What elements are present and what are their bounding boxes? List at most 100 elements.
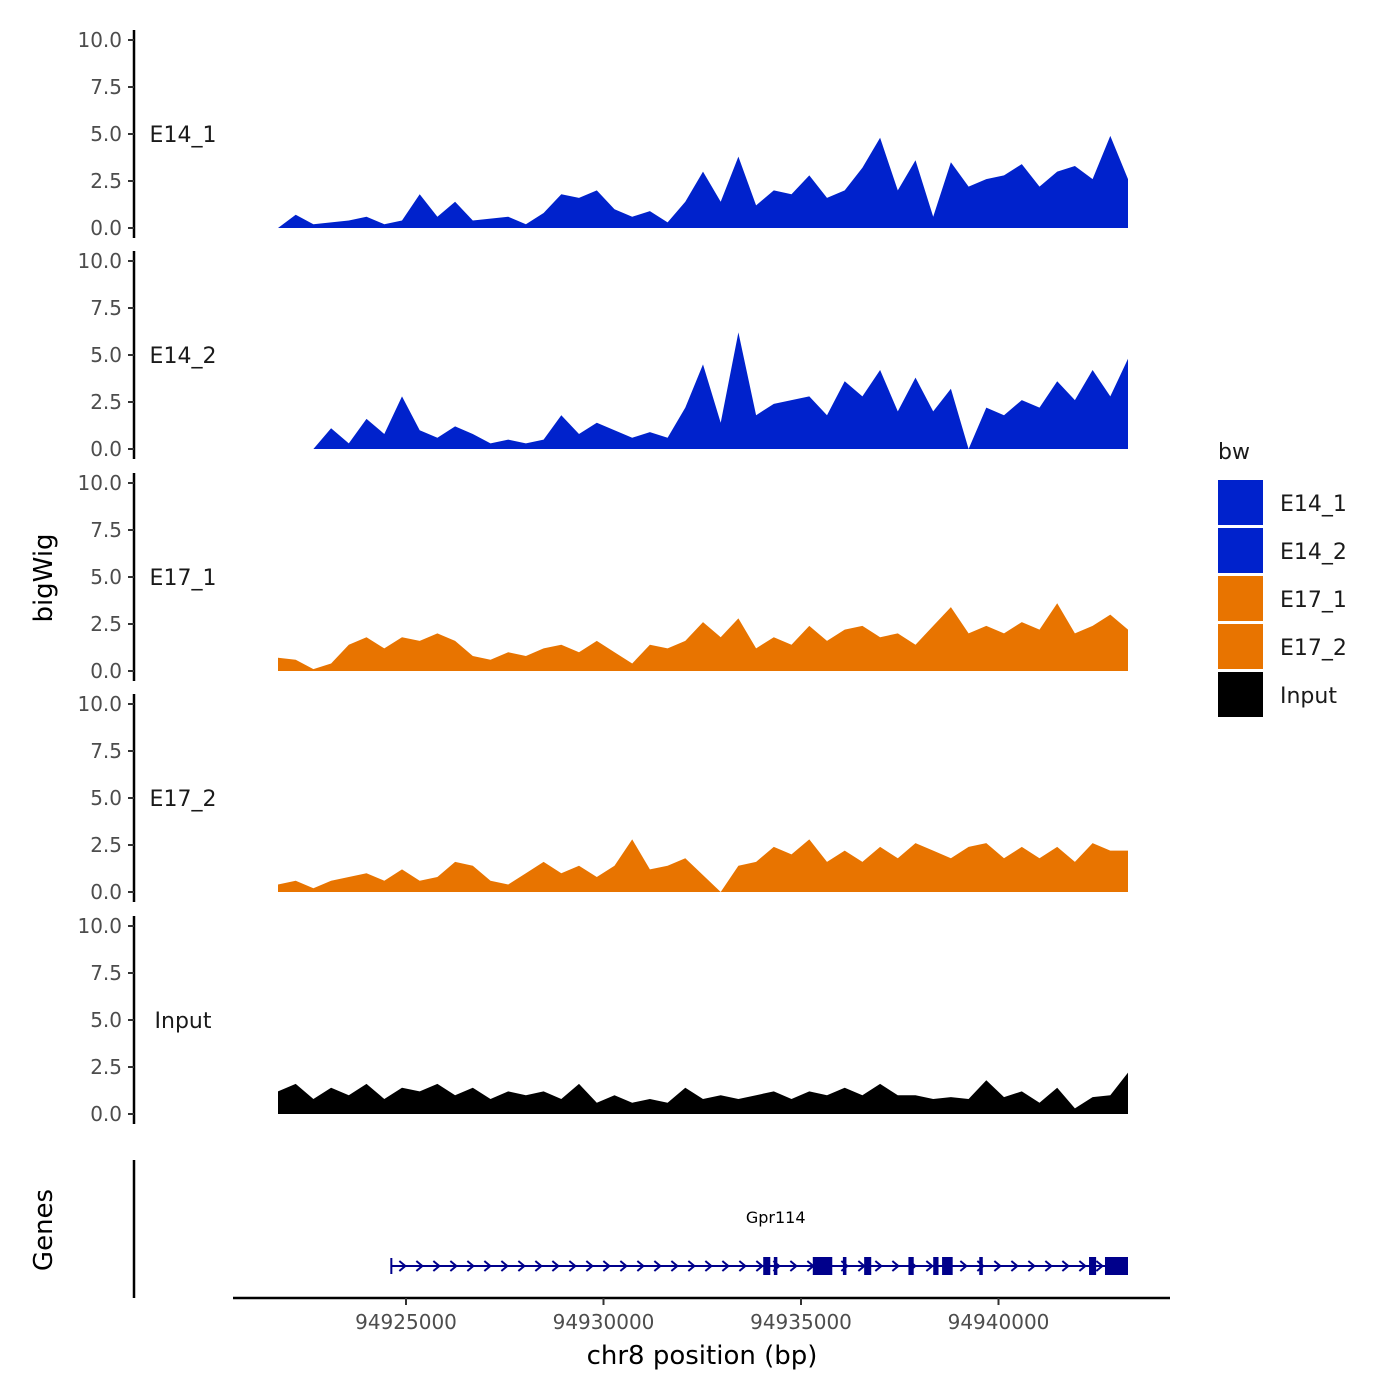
y-tick-label: 0.0: [90, 216, 122, 240]
strand-arrow-icon: [415, 1260, 424, 1272]
y-tick-label: 7.5: [90, 961, 122, 985]
legend-swatch: [1218, 672, 1263, 717]
y-tick-label: 10.0: [77, 28, 122, 52]
strand-arrow-icon: [568, 1260, 577, 1272]
strand-arrow-icon: [959, 1260, 968, 1272]
legend-swatch: [1218, 528, 1263, 573]
coverage-tracks: 0.0 2.5 5.0 7.5 10.0 E14_1 0.0 2.5 5.0 7.5 10.0 E14…: [77, 28, 1128, 1126]
y-tick-label: 2.5: [90, 612, 122, 636]
strand-arrow-icon: [670, 1260, 679, 1272]
x-tick-label: 94925000: [355, 1310, 457, 1334]
strand-arrow-icon: [721, 1260, 730, 1272]
exon: [842, 1257, 847, 1275]
legend-label: E14_2: [1280, 540, 1347, 565]
x-axis: 94925000 94930000 94935000 94940000: [233, 1296, 1170, 1334]
exon: [864, 1257, 872, 1275]
track-e14-2: 0.0 2.5 5.0 7.5 10.0 E14_2: [77, 249, 1128, 461]
y-axis-title: bigWig: [29, 533, 59, 622]
gene-name: Gpr114: [746, 1208, 806, 1227]
y-tick-label: 0.0: [90, 437, 122, 461]
y-tick-label: 2.5: [90, 169, 122, 193]
exon: [942, 1257, 953, 1275]
x-tick-label: 94940000: [948, 1310, 1050, 1334]
y-tick-label: 5.0: [90, 786, 122, 810]
x-tick-label: 94930000: [553, 1310, 655, 1334]
coverage-area-e14-2: [278, 332, 1128, 449]
legend-label: Input: [1280, 684, 1337, 709]
strand-arrow-icon: [517, 1260, 526, 1272]
y-tick-label: 7.5: [90, 296, 122, 320]
exon: [1104, 1257, 1128, 1275]
legend-label: E17_2: [1280, 636, 1347, 661]
strand-arrow-icon: [755, 1260, 764, 1272]
legend-title: bw: [1218, 440, 1250, 465]
strand-arrow-icon: [1044, 1260, 1053, 1272]
y-tick-label: 2.5: [90, 390, 122, 414]
strand-arrow-icon: [483, 1260, 492, 1272]
y-tick-label: 10.0: [77, 471, 122, 495]
exon: [763, 1257, 771, 1275]
strand-arrow-icon: [687, 1260, 696, 1272]
track-label: E14_2: [150, 344, 217, 369]
y-tick-label: 5.0: [90, 565, 122, 589]
strand-arrow-icon: [738, 1260, 747, 1272]
y-tick-label: 0.0: [90, 880, 122, 904]
track-input: 0.0 2.5 5.0 7.5 10.0 Input: [77, 914, 1128, 1126]
strand-arrow-icon: [925, 1260, 934, 1272]
legend-label: E17_1: [1280, 588, 1347, 613]
strand-arrow-icon: [602, 1260, 611, 1272]
track-label: E14_1: [150, 123, 217, 148]
strand-arrow-icon: [789, 1260, 798, 1272]
coverage-area-e14-1: [278, 135, 1128, 228]
strand-arrow-icon: [500, 1260, 509, 1272]
strand-arrow-icon: [1061, 1260, 1070, 1272]
strand-arrow-icon: [466, 1260, 475, 1272]
strand-arrow-icon: [551, 1260, 560, 1272]
track-label: Input: [155, 1009, 212, 1034]
y-tick-label: 10.0: [77, 914, 122, 938]
track-label: E17_1: [150, 566, 217, 591]
exon: [1089, 1257, 1097, 1275]
y-tick-label: 5.0: [90, 1008, 122, 1032]
y-tick-label: 10.0: [77, 249, 122, 273]
legend-swatch: [1218, 576, 1263, 621]
strand-arrow-icon: [432, 1260, 441, 1272]
strand-arrow-icon: [704, 1260, 713, 1272]
y-tick-label: 5.0: [90, 343, 122, 367]
strand-arrow-icon: [534, 1260, 543, 1272]
genes-axis-title: Genes: [29, 1189, 59, 1271]
track-e14-1: 0.0 2.5 5.0 7.5 10.0 E14_1: [77, 28, 1128, 240]
coverage-area-e17-2: [278, 839, 1128, 892]
exon: [773, 1257, 778, 1275]
exon: [979, 1257, 983, 1275]
y-tick-label: 0.0: [90, 659, 122, 683]
track-e17-2: 0.0 2.5 5.0 7.5 10.0 E17_2: [77, 692, 1128, 904]
legend-swatch: [1218, 480, 1263, 525]
strand-arrow-icon: [874, 1260, 883, 1272]
y-tick-label: 5.0: [90, 122, 122, 146]
strand-arrow-icon: [1010, 1260, 1019, 1272]
strand-arrow-icon: [1095, 1260, 1104, 1272]
y-tick-label: 2.5: [90, 833, 122, 857]
legend-label: E14_1: [1280, 492, 1347, 517]
track-e17-1: 0.0 2.5 5.0 7.5 10.0 E17_1: [77, 471, 1128, 683]
strand-arrow-icon: [449, 1260, 458, 1272]
coverage-area-input: [278, 1072, 1128, 1114]
strand-arrow-icon: [1078, 1260, 1087, 1272]
y-tick-label: 7.5: [90, 75, 122, 99]
strand-arrow-icon: [585, 1260, 594, 1272]
strand-arrow-icon: [398, 1260, 407, 1272]
y-tick-label: 7.5: [90, 739, 122, 763]
track-label: E17_2: [150, 787, 217, 812]
coverage-area-e17-1: [278, 603, 1128, 671]
legend-swatch: [1218, 624, 1263, 669]
strand-arrow-icon: [619, 1260, 628, 1272]
legend: bw E14_1 E14_2 E17_1 E17_2 Input: [1218, 440, 1347, 717]
x-axis-title: chr8 position (bp): [587, 1341, 818, 1371]
strand-arrow-icon: [1027, 1260, 1036, 1272]
strand-arrow-icon: [636, 1260, 645, 1272]
x-tick-label: 94935000: [750, 1310, 852, 1334]
y-tick-label: 0.0: [90, 1102, 122, 1126]
strand-arrow-icon: [891, 1260, 900, 1272]
